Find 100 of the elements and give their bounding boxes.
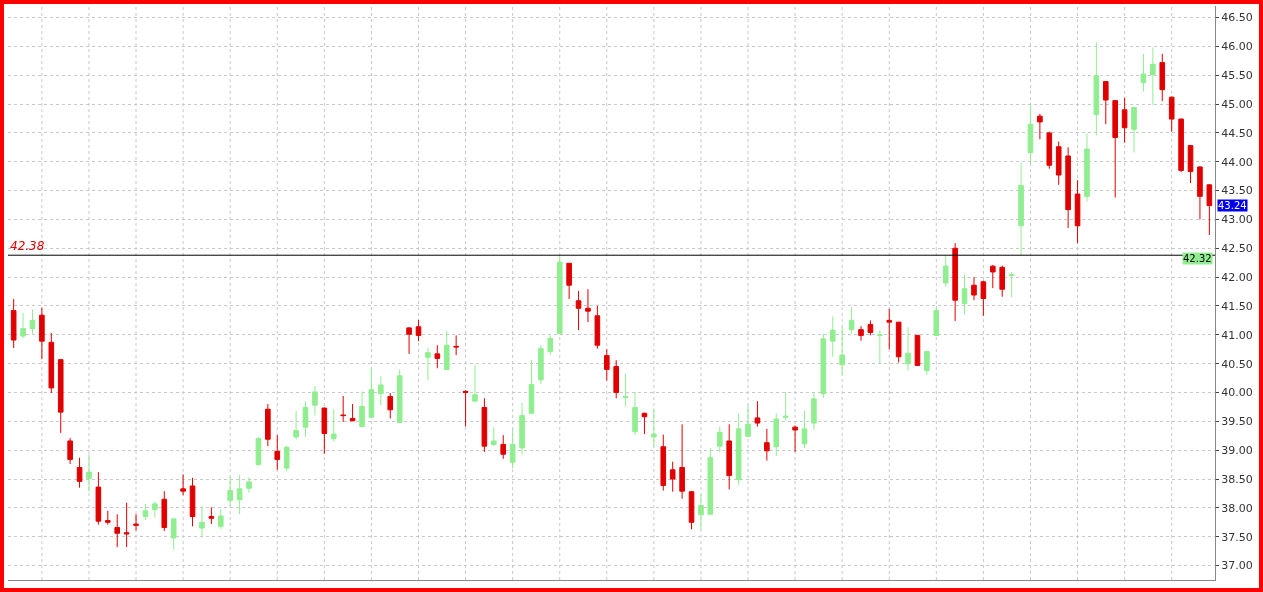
candlestick: [10, 298, 17, 349]
candlestick: [754, 400, 761, 428]
candlestick: [1206, 183, 1213, 236]
candlestick: [895, 321, 902, 364]
candlestick: [877, 329, 883, 364]
candlestick: [453, 334, 459, 356]
candlestick: [368, 367, 375, 419]
candlestick: [1084, 132, 1090, 203]
y-tick-label: 38.50: [1221, 472, 1253, 486]
y-tick-label: 41.50: [1221, 299, 1253, 313]
candlestick: [509, 428, 516, 469]
y-tick-label: 41.00: [1221, 328, 1253, 342]
candlestick: [180, 473, 186, 496]
y-tick-label: 37.00: [1221, 559, 1253, 573]
candlestick: [114, 513, 121, 548]
candlestick: [1121, 97, 1128, 144]
candlestick: [67, 437, 73, 465]
candlestick: [104, 510, 111, 526]
candlestick: [1055, 141, 1062, 186]
candlestick: [594, 305, 601, 350]
y-tick-label: 42.50: [1221, 242, 1253, 256]
candlestick: [48, 332, 55, 394]
candlestick: [434, 344, 441, 369]
y-tick-label: 43.00: [1221, 213, 1253, 227]
candlestick: [1197, 165, 1203, 220]
candlestick: [519, 402, 525, 456]
y-tick-label: 46.50: [1221, 11, 1253, 25]
candlestick: [217, 509, 224, 530]
candlestick: [1093, 41, 1100, 136]
candlestick: [57, 359, 64, 434]
candlestick: [491, 426, 497, 447]
candlestick: [905, 326, 911, 372]
candlestick: [283, 445, 290, 472]
candlestick: [745, 405, 751, 437]
candlestick: [95, 471, 102, 526]
y-tick-label: 44.50: [1221, 126, 1253, 140]
candlestick: [999, 265, 1006, 298]
y-tick-label: 43.50: [1221, 184, 1253, 198]
candlestick: [1018, 161, 1024, 256]
candlestick: [1159, 53, 1166, 102]
candlestick: [820, 333, 827, 399]
candlestick: [575, 290, 582, 331]
candlestick: [801, 410, 808, 449]
candlestick: [547, 334, 554, 356]
candlestick: [481, 397, 488, 453]
candlestick: [349, 403, 356, 422]
candlestick: [293, 410, 299, 440]
candlestick: [340, 395, 346, 423]
candlestick: [556, 255, 563, 335]
candlestick: [208, 506, 215, 525]
candlestick: [1178, 117, 1184, 173]
candlestick: [933, 305, 940, 336]
y-tick-label: 40.00: [1221, 386, 1253, 400]
candlestick: [265, 403, 271, 447]
candlestick: [29, 308, 36, 335]
candlestick: [538, 344, 544, 385]
candlestick: [302, 401, 309, 438]
candlestick: [716, 426, 723, 453]
candlestick: [443, 330, 450, 371]
candlestick: [603, 348, 610, 381]
candlestick: [189, 477, 196, 527]
candlestick: [199, 505, 205, 538]
candlestick: [425, 347, 431, 381]
y-tick-label: 37.50: [1221, 530, 1253, 544]
y-tick-label: 42.00: [1221, 270, 1253, 284]
y-tick-label: 44.00: [1221, 155, 1253, 169]
candlestick: [839, 326, 845, 376]
candlestick: [1150, 47, 1156, 106]
candlestick: [20, 312, 26, 339]
candlestick: [698, 493, 704, 530]
candlestick: [1168, 96, 1175, 133]
y-tick-label: 39.50: [1221, 415, 1253, 429]
candlestick: [990, 264, 996, 289]
candlestick: [133, 513, 139, 531]
candlestick: [528, 359, 535, 414]
candlestick: [396, 368, 403, 424]
candlestick: [726, 423, 732, 490]
candlestick: [961, 274, 968, 316]
candlestick: [782, 391, 789, 422]
candlestick: [321, 407, 328, 455]
candlestick: [123, 502, 130, 548]
candlestick: [651, 408, 657, 448]
ref-line-label: 42.38: [10, 239, 45, 253]
candlestick: [669, 461, 676, 493]
candlestick: [707, 447, 714, 515]
candlestick: [472, 364, 478, 402]
y-tick-label: 45.00: [1221, 97, 1253, 111]
candlestick: [246, 476, 252, 494]
candlestick: [811, 392, 817, 431]
candlestick: [942, 254, 949, 288]
candlestick: [641, 412, 648, 435]
candlestick: [86, 453, 92, 493]
candlestick: [585, 288, 591, 323]
candlestick: [952, 242, 958, 322]
candlestick: [312, 385, 318, 417]
candlestick: [1140, 53, 1147, 92]
candlestick: [867, 319, 874, 336]
y-tick-label: 39.00: [1221, 444, 1253, 458]
candlestick: [76, 457, 83, 489]
candlestick: [773, 412, 780, 457]
